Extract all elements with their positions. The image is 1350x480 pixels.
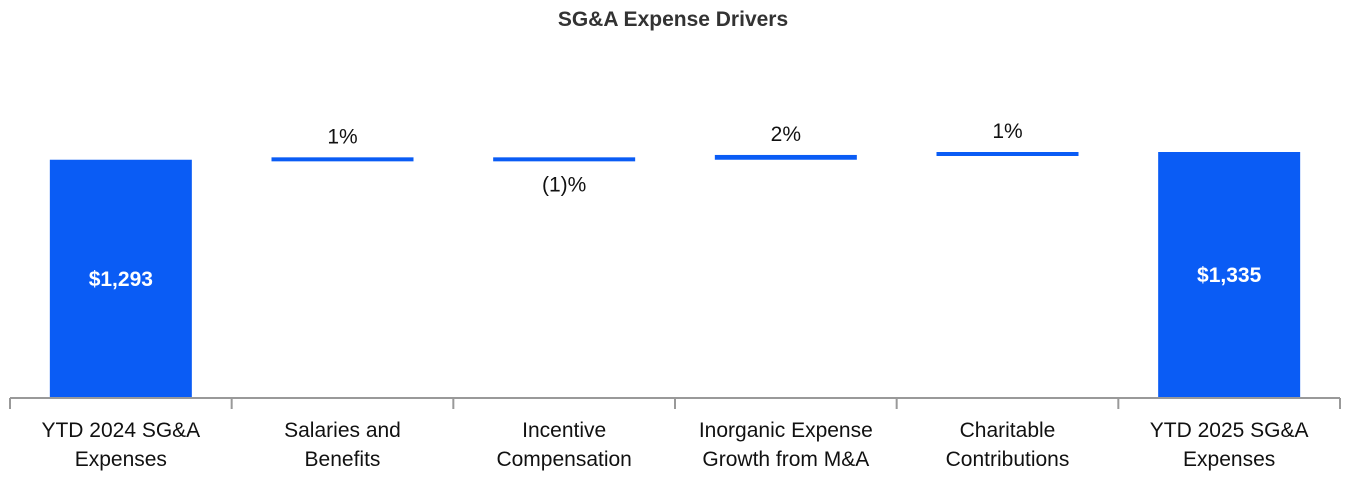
delta-bar [714, 154, 857, 160]
total-value-label: $1,335 [1197, 264, 1262, 287]
delta-bar [936, 152, 1079, 156]
category-label: Salaries and [284, 419, 401, 442]
category-label: Benefits [305, 448, 381, 471]
labels-layer: $1,293 YTD 2024 SG&A Expenses 1% Salaries an… [41, 120, 1308, 471]
category-label: Charitable [960, 419, 1056, 442]
delta-value-label: (1)% [542, 173, 586, 196]
chart-title: SG&A Expense Drivers [558, 8, 788, 31]
delta-value-label: 1% [327, 125, 357, 148]
category-label: Contributions [946, 448, 1070, 471]
category-label: Compensation [496, 448, 631, 471]
x-axis [9, 397, 1341, 409]
category-label: Inorganic Expense [699, 419, 873, 442]
category-label: Expenses [75, 448, 167, 471]
delta-value-label: 2% [771, 123, 801, 146]
total-bar [1158, 152, 1301, 398]
category-label: Expenses [1183, 448, 1275, 471]
delta-bar [493, 157, 636, 162]
delta-bar [271, 157, 414, 162]
category-label: YTD 2025 SG&A [1150, 419, 1309, 442]
delta-value-label: 1% [992, 120, 1022, 143]
bars-layer [49, 152, 1301, 398]
total-bar [49, 159, 192, 398]
category-label: Growth from M&A [702, 448, 869, 471]
total-value-label: $1,293 [89, 268, 153, 291]
category-label: Incentive [522, 419, 606, 442]
category-label: YTD 2024 SG&A [41, 419, 200, 442]
